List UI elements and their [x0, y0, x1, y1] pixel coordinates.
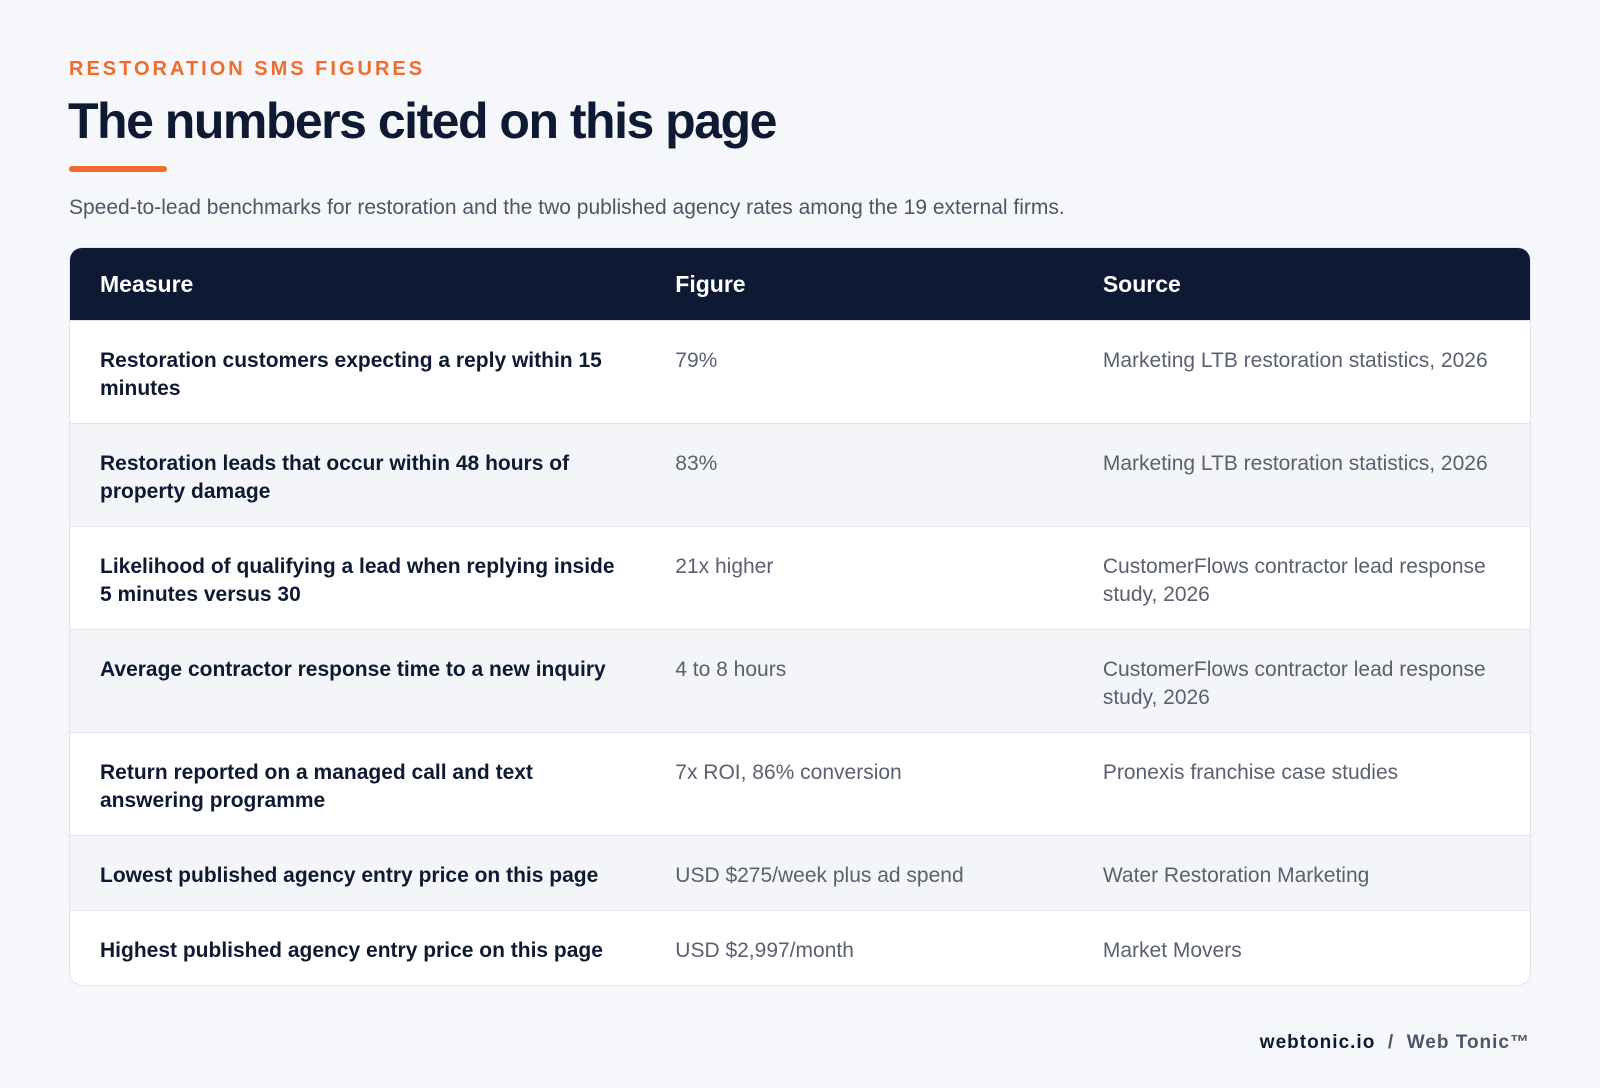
table-row: Return reported on a managed call and te… — [70, 732, 1530, 836]
table-cell: Market Movers — [1072, 910, 1530, 985]
separator: / — [1387, 1032, 1395, 1053]
table-cell: Likelihood of qualifying a lead when rep… — [70, 526, 646, 630]
column-header: Source — [1072, 248, 1530, 321]
table-cell: Restoration customers expecting a reply … — [70, 320, 646, 424]
accent-bar — [69, 166, 167, 172]
table-cell: 79% — [645, 320, 1073, 424]
table-cell: Water Restoration Marketing — [1072, 835, 1530, 911]
eyebrow: RESTORATION SMS FIGURES — [69, 58, 426, 80]
table-cell: Highest published agency entry price on … — [70, 910, 646, 985]
domain: webtonic.io — [1259, 1032, 1376, 1053]
table-row: Restoration customers expecting a reply … — [70, 320, 1530, 424]
table-cell: Return reported on a managed call and te… — [70, 732, 646, 836]
table-cell: CustomerFlows contractor lead response s… — [1072, 629, 1530, 733]
table-cell: Pronexis franchise case studies — [1072, 732, 1530, 836]
table-row: Restoration leads that occur within 48 h… — [70, 423, 1530, 527]
table-cell: Marketing LTB restoration statistics, 20… — [1072, 320, 1530, 424]
table-cell: USD $2,997/month — [645, 910, 1073, 985]
table-cell: 4 to 8 hours — [645, 629, 1073, 733]
column-header: Measure — [70, 248, 646, 321]
table-cell: USD $275/week plus ad spend — [645, 835, 1073, 911]
table-cell: CustomerFlows contractor lead response s… — [1072, 526, 1530, 630]
table-cell: 7x ROI, 86% conversion — [645, 732, 1073, 836]
title: The numbers cited on this page — [68, 93, 777, 149]
brand: Web Tonic™ — [1406, 1032, 1530, 1053]
table-row: Highest published agency entry price on … — [70, 910, 1530, 985]
table: Measure Figure Source Restoration customers… — [70, 248, 1530, 985]
subtitle: Speed-to-lead benchmarks for restoration… — [69, 196, 1065, 219]
column-header: Figure — [645, 248, 1073, 321]
table-cell: Lowest published agency entry price on t… — [70, 835, 646, 911]
table-row: Lowest published agency entry price on t… — [70, 835, 1530, 911]
footer: webtonic.io / Web Tonic™ — [1260, 1032, 1530, 1054]
table-row: Likelihood of qualifying a lead when rep… — [70, 526, 1530, 630]
table-row: Average contractor response time to a ne… — [70, 629, 1530, 733]
table-cell: 21x higher — [645, 526, 1073, 630]
table-cell: 83% — [645, 423, 1073, 527]
table-cell: Marketing LTB restoration statistics, 20… — [1072, 423, 1530, 527]
table-cell: Restoration leads that occur within 48 h… — [70, 423, 646, 527]
table-cell: Average contractor response time to a ne… — [70, 629, 646, 733]
